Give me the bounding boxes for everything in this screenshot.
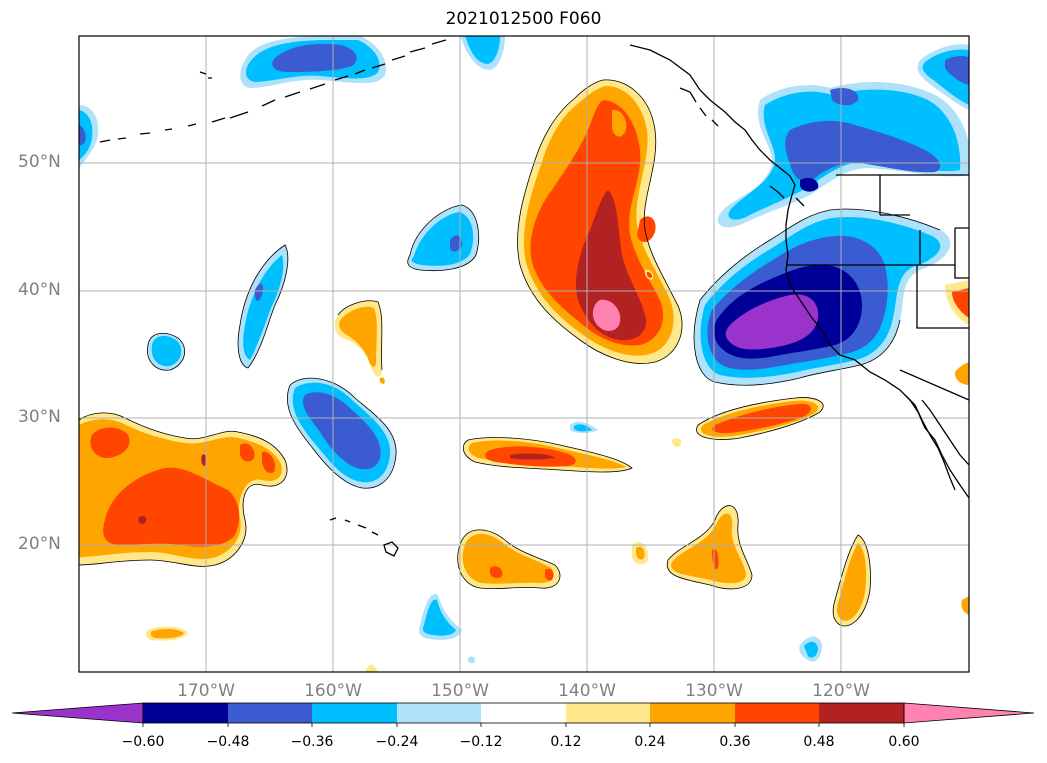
coastlines — [99, 39, 969, 557]
field-shading — [79, 36, 969, 672]
positive-anomaly-contour-0.48 — [575, 190, 647, 341]
negative-anomaly-contour-0.60 — [725, 294, 819, 350]
contour-lines — [79, 79, 941, 627]
map-frame — [78, 35, 970, 673]
colorbar-extend-low — [11, 702, 144, 724]
map-title: 2021012500 F060 — [445, 9, 602, 29]
lon-label-140w: 140°W — [558, 681, 616, 701]
lon-label-150w: 150°W — [431, 681, 489, 701]
colorbar-tick-label: −0.60 — [121, 734, 165, 750]
colorbar-extend-high — [903, 702, 1035, 724]
lon-label-160w: 160°W — [304, 681, 362, 701]
lon-label-130w: 130°W — [685, 681, 743, 701]
lat-label-20n: 20°N — [18, 534, 61, 554]
positive-anomaly-contour-0.60 — [592, 299, 621, 331]
colorbar-tick-label: −0.48 — [206, 734, 250, 750]
colorbar — [11, 702, 1035, 727]
lat-label-50n: 50°N — [18, 152, 61, 172]
lat-label-30n: 30°N — [18, 407, 61, 427]
colorbar-tick-label: 0.60 — [888, 734, 920, 750]
colorbar-tick-label: 0.36 — [719, 734, 751, 750]
lon-label-120w: 120°W — [812, 681, 870, 701]
colorbar-tick-label: 0.12 — [550, 734, 582, 750]
colorbar-tick-label: −0.24 — [375, 734, 419, 750]
colorbar-tick-label: −0.36 — [290, 734, 334, 750]
lat-label-40n: 40°N — [18, 280, 61, 300]
lon-label-170w: 170°W — [177, 681, 235, 701]
colorbar-tick-label: −0.12 — [459, 734, 503, 750]
colorbar-tick-label: 0.48 — [803, 734, 835, 750]
gridlines — [79, 36, 969, 672]
colorbar-tick-label: 0.24 — [634, 734, 666, 750]
